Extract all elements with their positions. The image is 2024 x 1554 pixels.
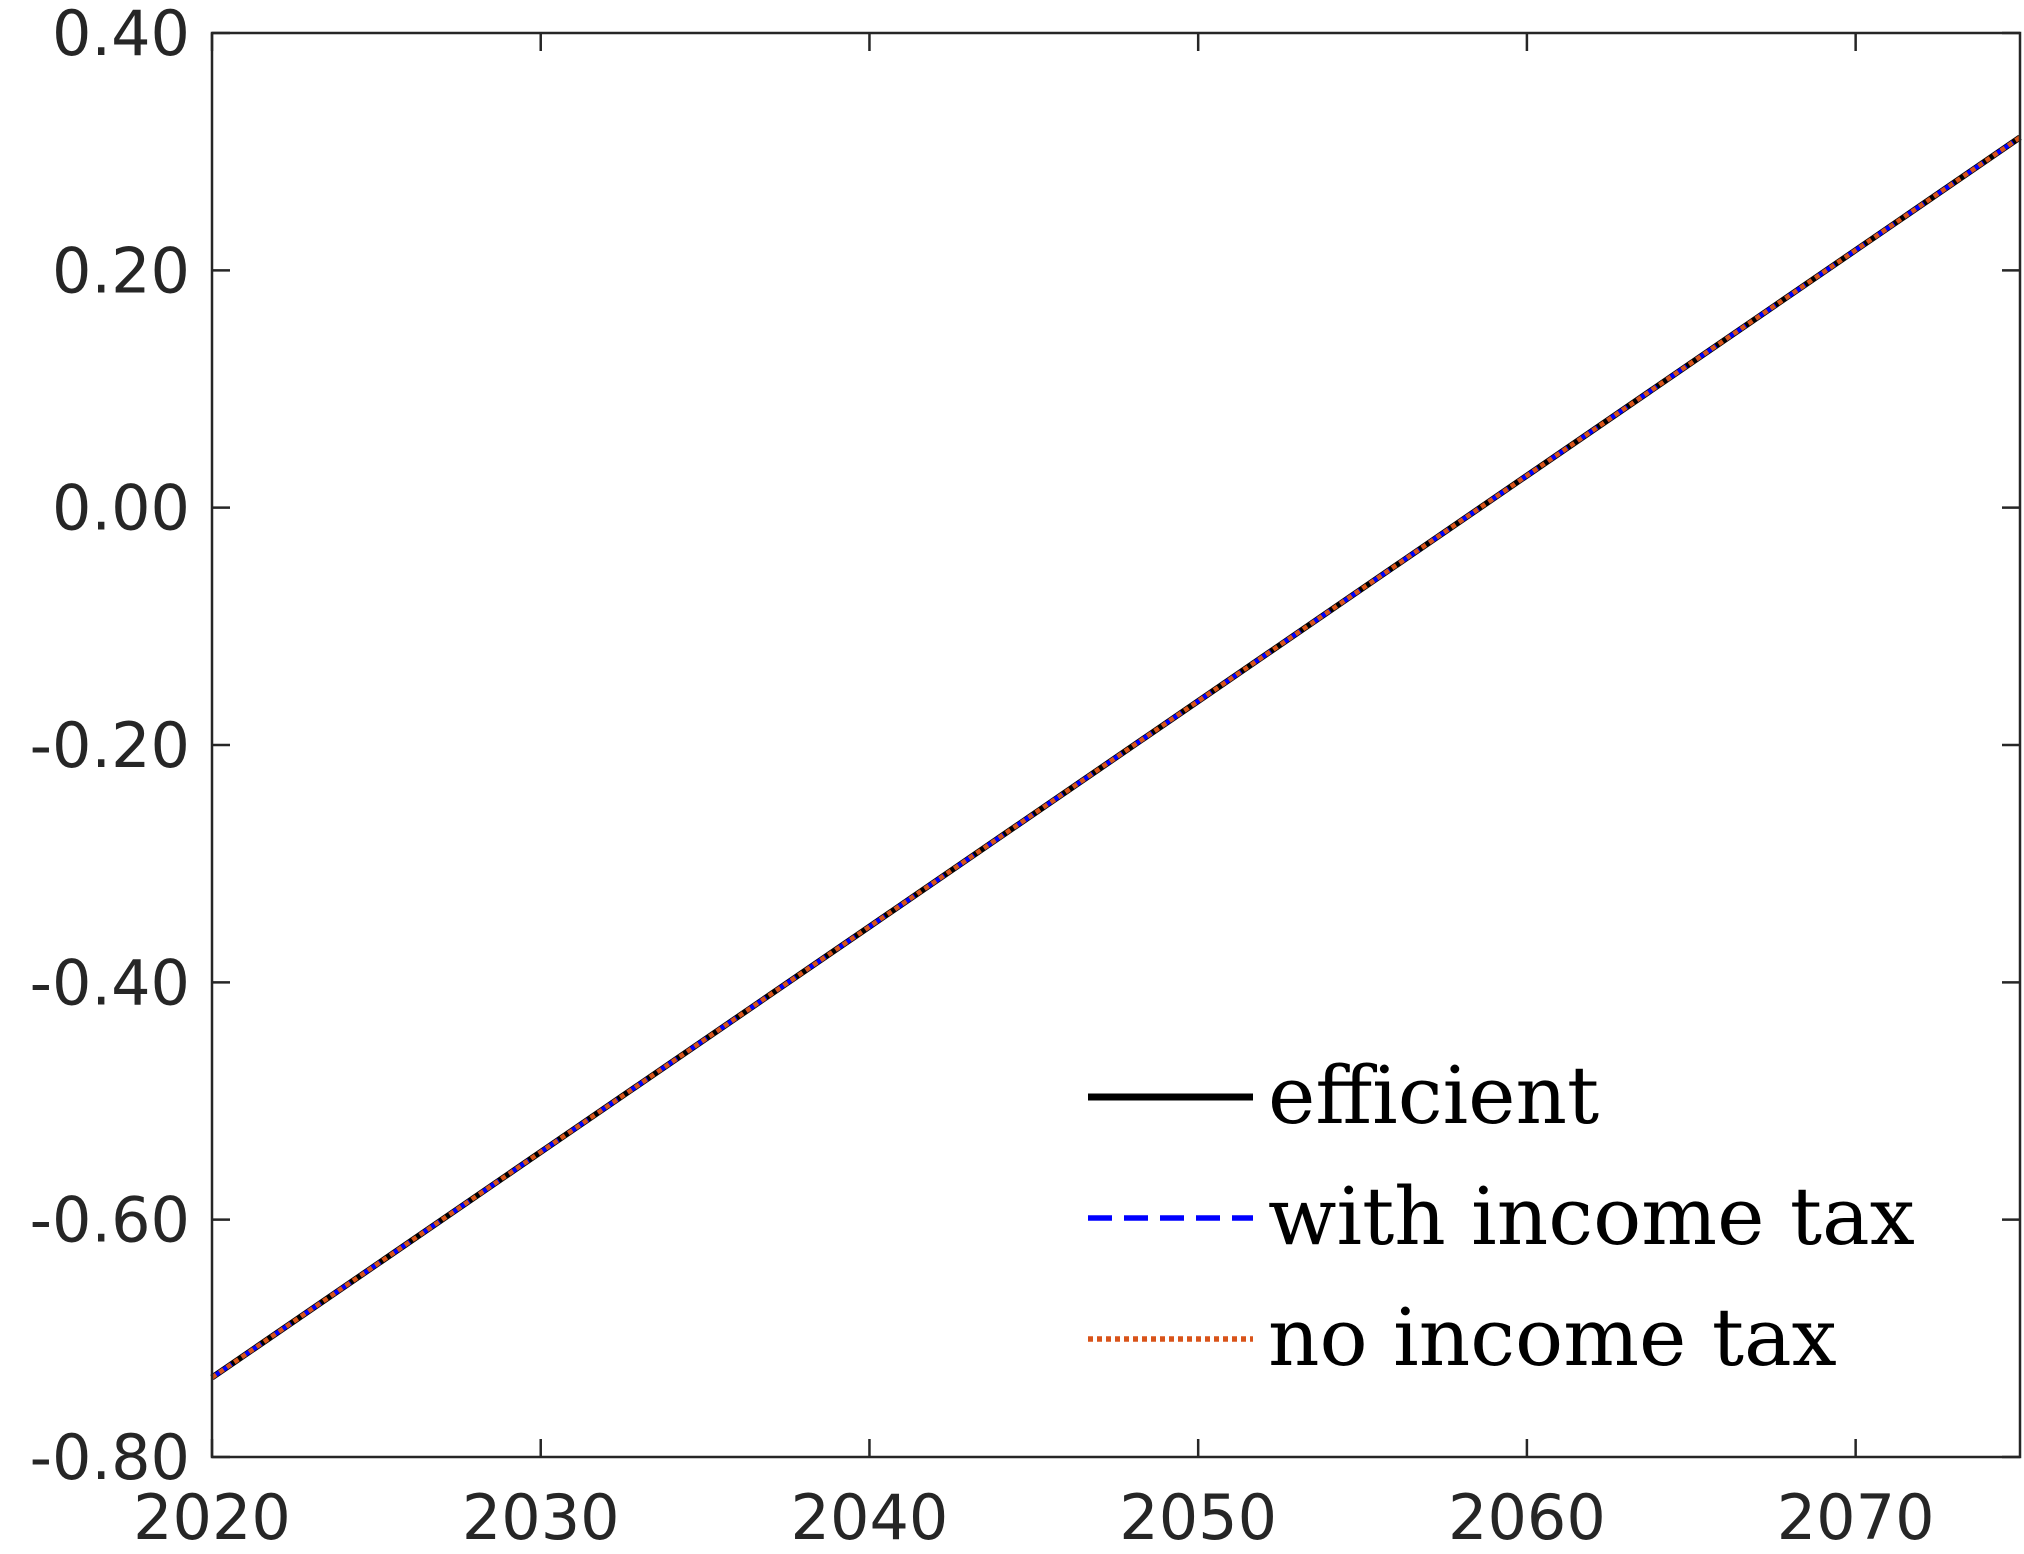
series-line-no-income-tax <box>210 135 2022 1380</box>
y-tick-label: -0.60 <box>30 1184 190 1257</box>
plot-frame <box>210 31 2022 1459</box>
legend-label: efficient <box>1268 1049 1599 1142</box>
y-tick-label: -0.20 <box>30 709 190 782</box>
x-tick-label: 2030 <box>462 1481 620 1554</box>
tick-labels: 2020 2030 2040 2050 2060 2070 -0.80 -0.60 -0.40 -… <box>30 0 1935 1554</box>
legend-label: no income tax <box>1268 1291 1837 1384</box>
y-tick-label: 0.20 <box>52 234 190 307</box>
legend: efficient with income tax no income tax <box>1088 1049 1915 1384</box>
legend-label: with income tax <box>1268 1170 1915 1263</box>
y-tick-label: -0.80 <box>30 1421 190 1494</box>
x-tick-label: 2050 <box>1119 1481 1277 1554</box>
y-tick-label: 0.40 <box>52 0 190 70</box>
y-tick-label: -0.40 <box>30 946 190 1019</box>
x-tick-label: 2060 <box>1448 1481 1606 1554</box>
x-tick-label: 2070 <box>1777 1481 1935 1554</box>
x-tick-label: 2020 <box>133 1481 291 1554</box>
y-tick-label: 0.00 <box>52 472 190 545</box>
series-layer <box>210 134 2022 1380</box>
x-tick-label: 2040 <box>791 1481 949 1554</box>
